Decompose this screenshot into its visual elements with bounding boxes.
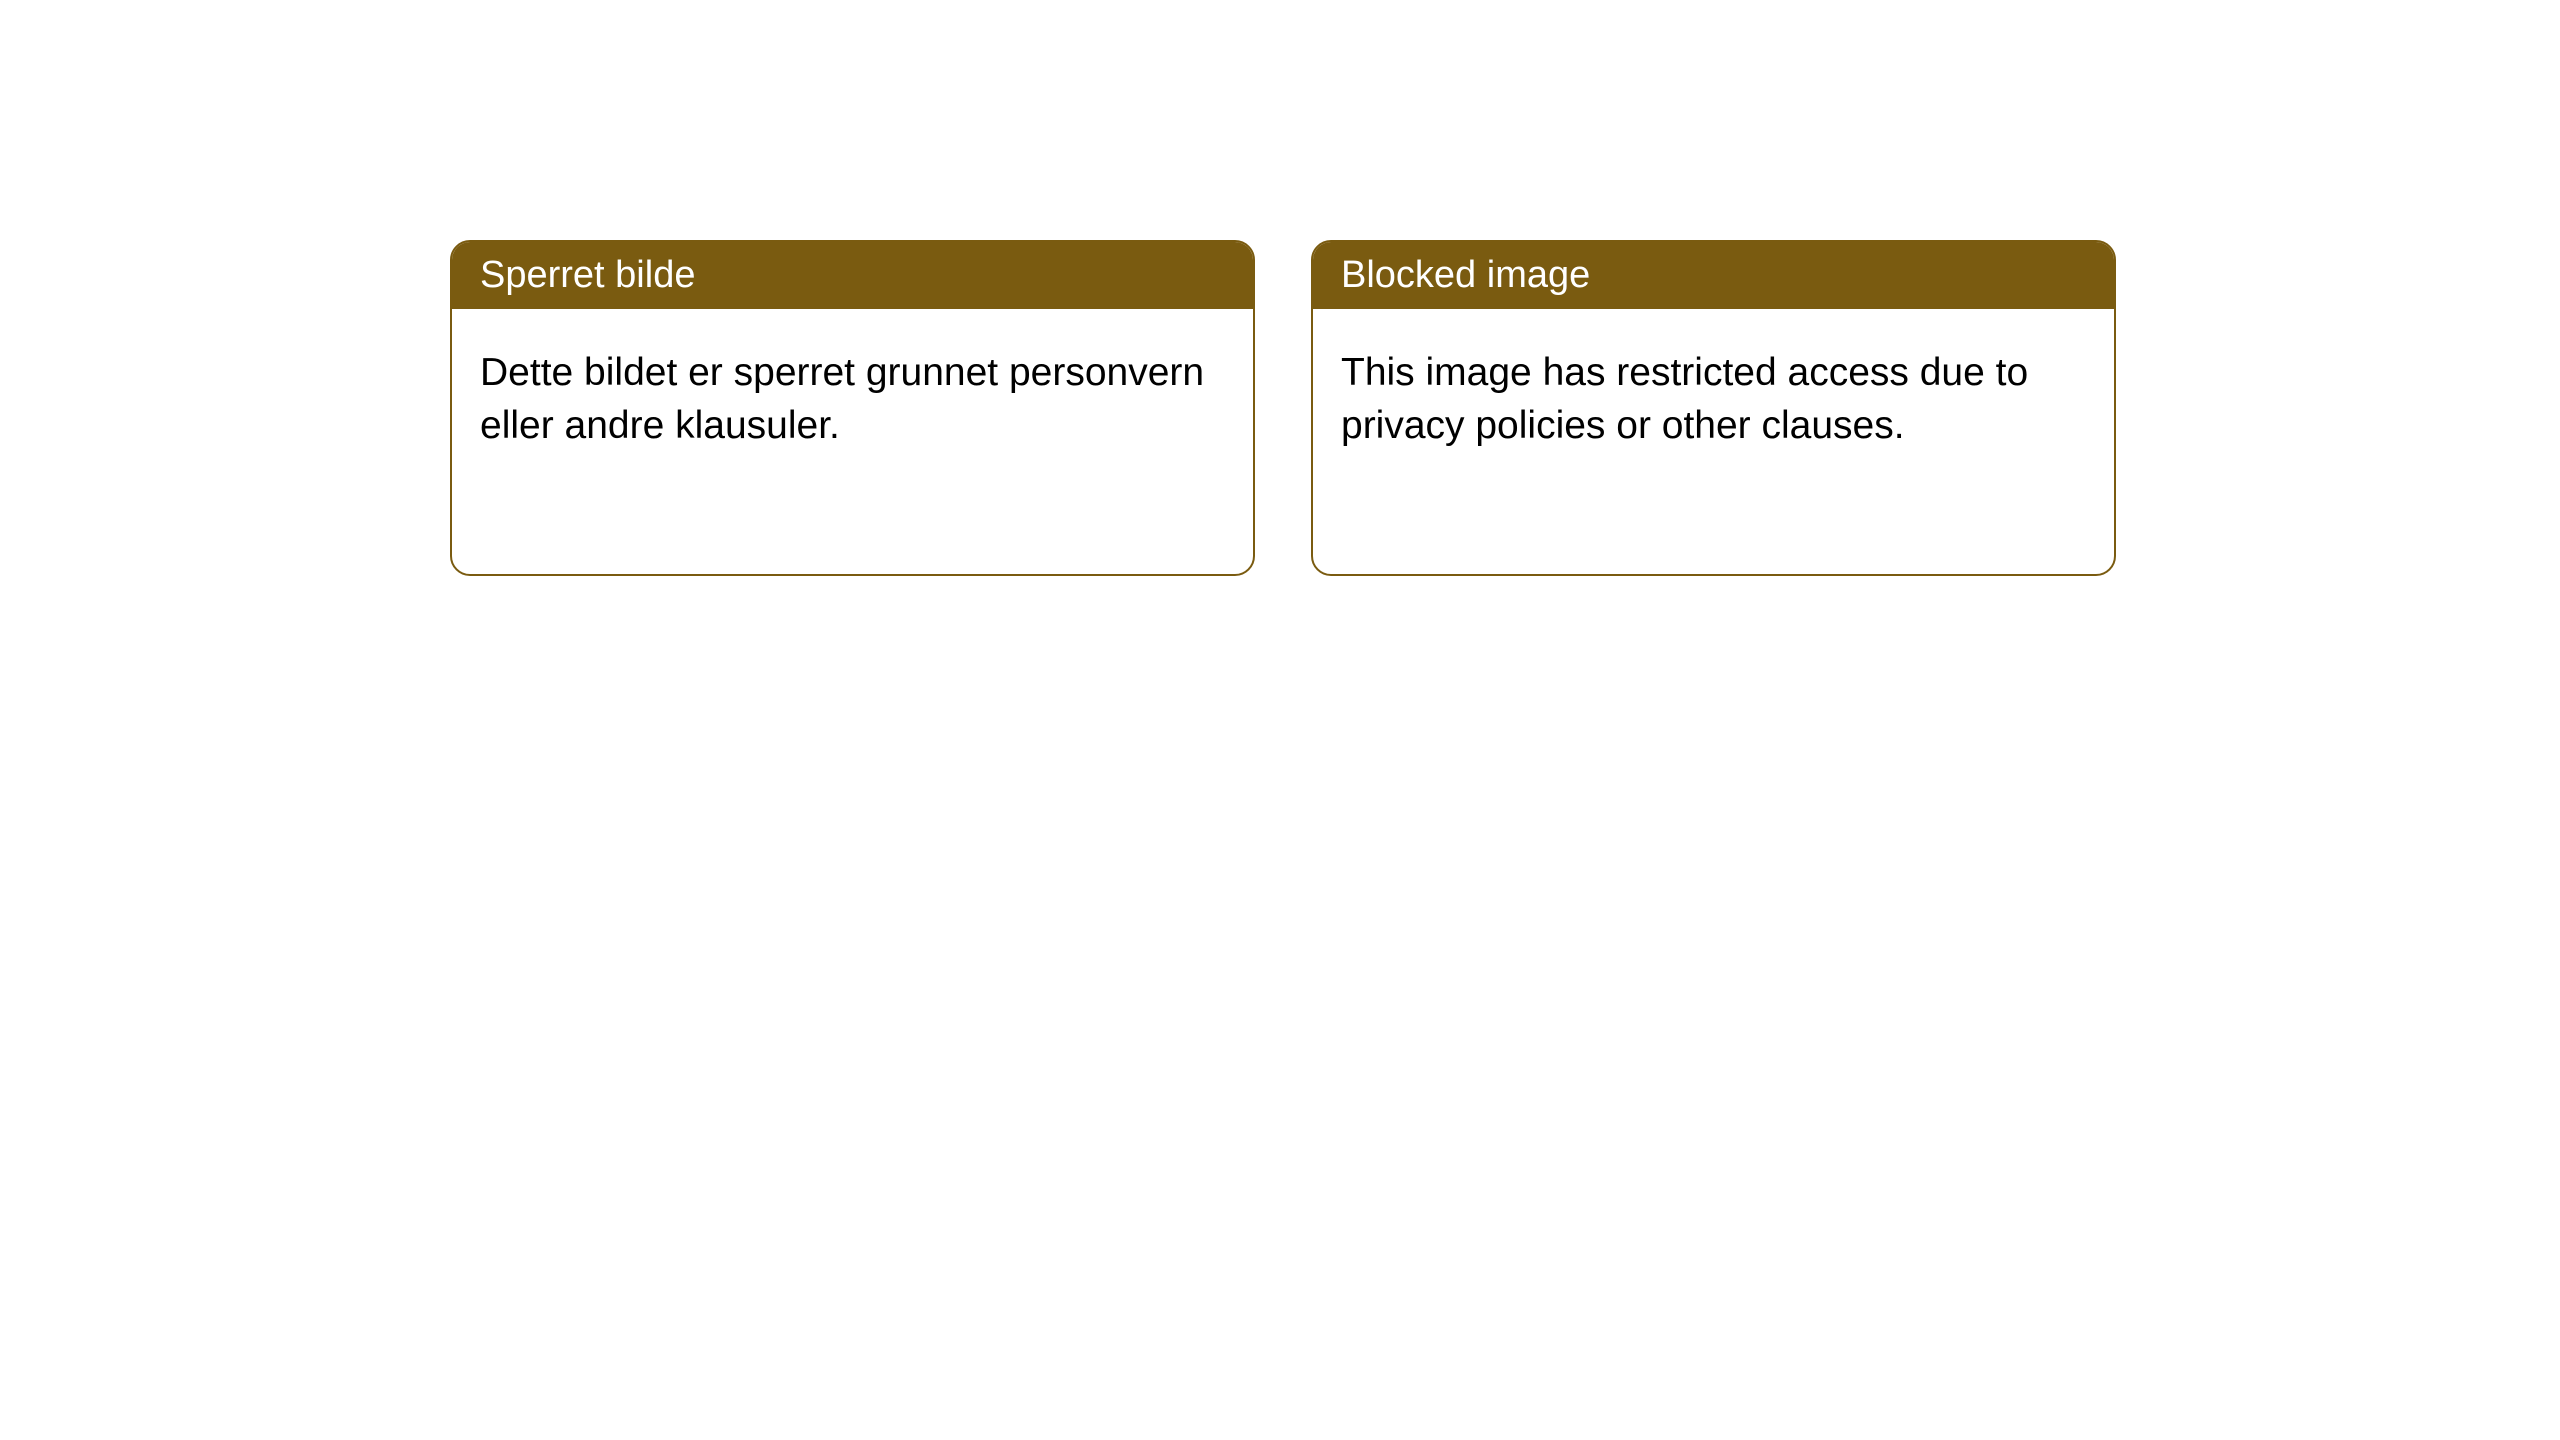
notice-box-norwegian: Sperret bilde Dette bildet er sperret gr… (450, 240, 1255, 576)
notice-title-english: Blocked image (1313, 242, 2114, 309)
notice-container: Sperret bilde Dette bildet er sperret gr… (0, 0, 2560, 576)
notice-title-norwegian: Sperret bilde (452, 242, 1253, 309)
notice-body-norwegian: Dette bildet er sperret grunnet personve… (452, 309, 1253, 490)
notice-body-english: This image has restricted access due to … (1313, 309, 2114, 490)
notice-box-english: Blocked image This image has restricted … (1311, 240, 2116, 576)
